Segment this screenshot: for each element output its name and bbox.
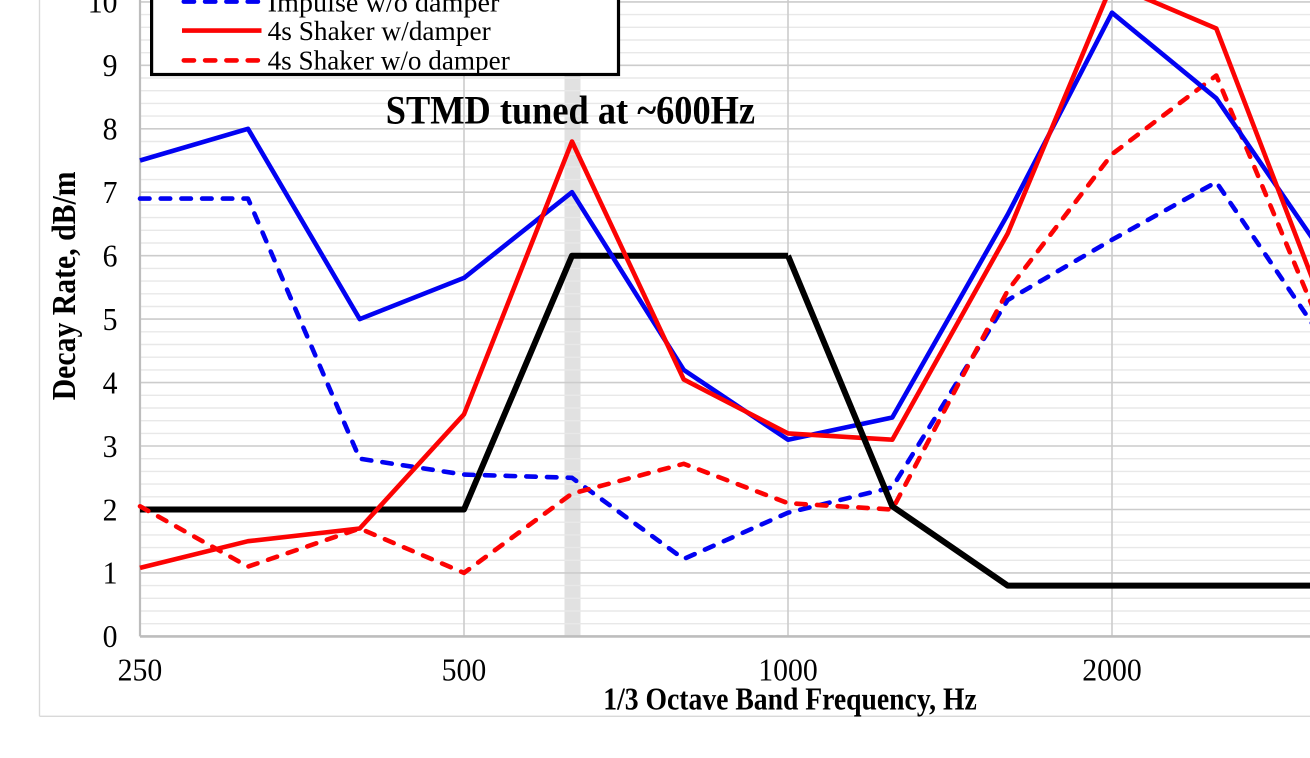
svg-text:Decay Rate, dB/m: Decay Rate, dB/m [45, 171, 82, 400]
svg-text:7: 7 [103, 174, 118, 210]
svg-text:1000: 1000 [758, 651, 818, 687]
svg-text:9: 9 [103, 47, 118, 83]
svg-text:250: 250 [118, 651, 163, 687]
svg-text:4s Shaker w/o damper: 4s Shaker w/o damper [268, 45, 510, 75]
svg-text:STMD tuned at ~600Hz: STMD tuned at ~600Hz [386, 89, 755, 133]
svg-text:5: 5 [103, 301, 118, 337]
svg-text:4s Shaker w/damper: 4s Shaker w/damper [268, 16, 491, 46]
svg-text:10: 10 [88, 0, 118, 20]
svg-text:2: 2 [103, 491, 118, 527]
svg-text:8: 8 [103, 111, 118, 147]
svg-text:6: 6 [103, 238, 118, 274]
svg-text:4: 4 [103, 364, 118, 400]
svg-text:Impulse w/o damper: Impulse w/o damper [268, 0, 501, 18]
svg-text:500: 500 [442, 651, 487, 687]
svg-text:0: 0 [103, 618, 118, 654]
svg-text:2000: 2000 [1082, 651, 1142, 687]
svg-text:1: 1 [103, 555, 118, 591]
svg-text:3: 3 [103, 428, 118, 464]
svg-text:1/3 Octave Band Frequency, Hz: 1/3 Octave Band Frequency, Hz [603, 683, 976, 717]
